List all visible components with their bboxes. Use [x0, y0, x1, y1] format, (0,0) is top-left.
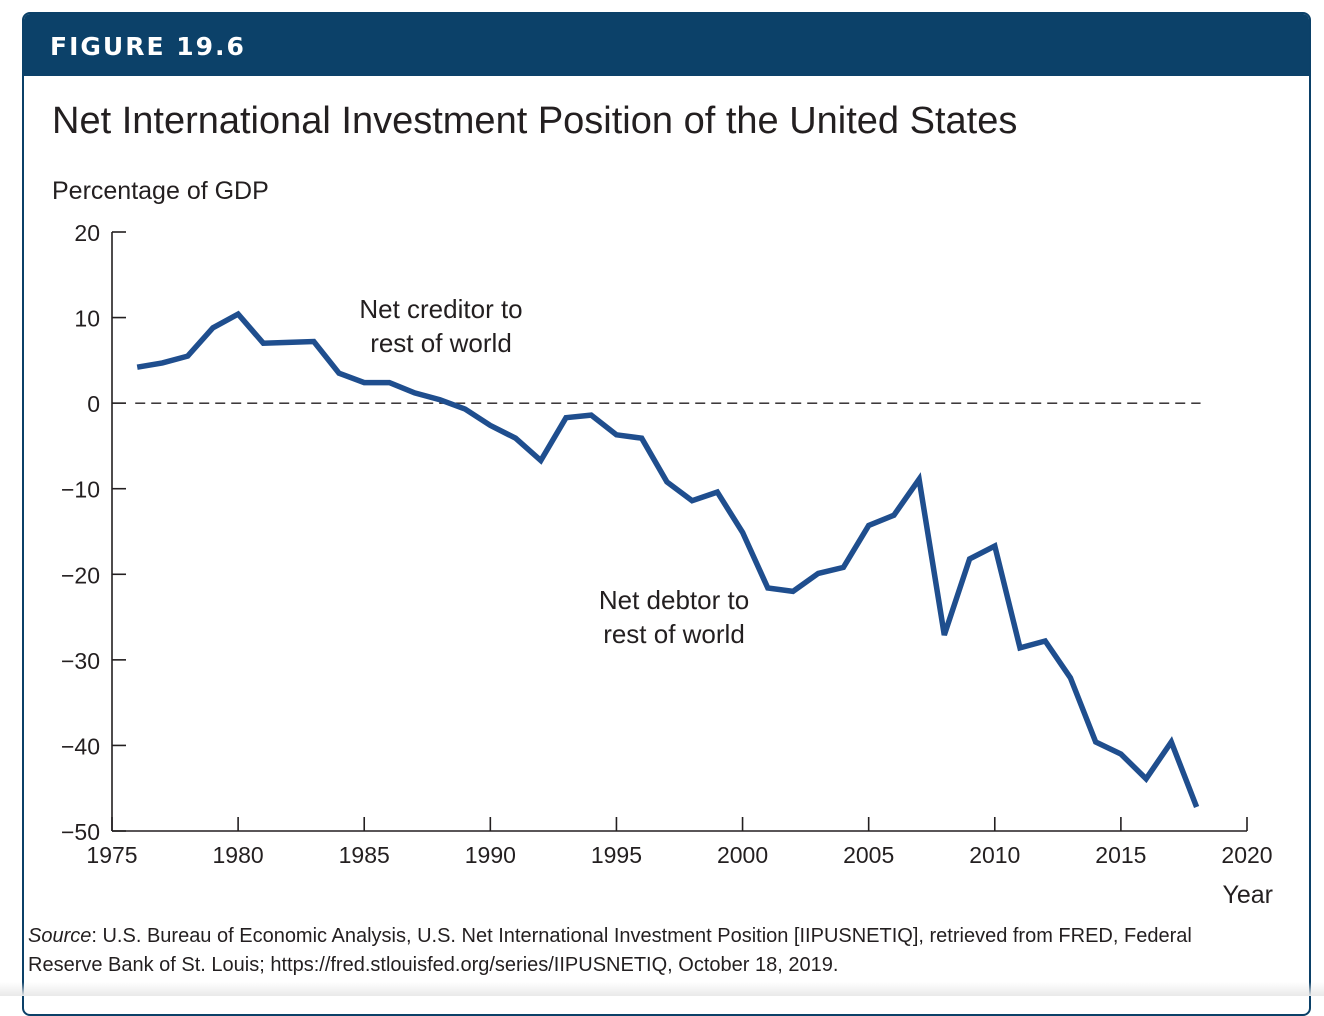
x-tick-label: 1985 [339, 842, 390, 868]
y-tick-label: −20 [61, 562, 100, 588]
source-label: Source [28, 925, 92, 947]
chart-axes [111, 232, 1247, 832]
x-axis-title: Year [1222, 881, 1273, 909]
x-tick-label: 1995 [591, 842, 642, 868]
x-tick-label: 1980 [213, 842, 264, 868]
y-tick-label: 10 [74, 306, 100, 332]
source-text: : U.S. Bureau of Economic Analysis, U.S.… [28, 925, 1192, 976]
figure-banner: FIGURE 19.6 [24, 14, 1309, 76]
x-tick-label: 2010 [969, 842, 1020, 868]
figure-label: FIGURE 19.6 [50, 32, 246, 61]
figure-title: Net International Investment Position of… [52, 100, 1018, 142]
x-tick-label: 2015 [1095, 842, 1146, 868]
y-tick-label: −50 [61, 819, 100, 845]
y-tick-label: −40 [61, 733, 100, 759]
bottom-fade [0, 982, 1324, 996]
y-tick-label: 0 [87, 391, 100, 417]
annotation-net-debtor-line2: rest of world [603, 619, 745, 649]
source-note: Source: U.S. Bureau of Economic Analysis… [28, 922, 1268, 980]
y-tick-label: −30 [61, 648, 100, 674]
x-tick-label: 1975 [86, 842, 137, 868]
x-tick-label: 2020 [1221, 842, 1272, 868]
annotation-net-debtor-line1: Net debtor to [599, 585, 749, 615]
x-tick-label: 2005 [843, 842, 894, 868]
y-tick-label: 20 [74, 220, 100, 246]
x-tick-label: 1990 [465, 842, 516, 868]
y-axis-title: Percentage of GDP [52, 177, 269, 205]
chart-series-layer [135, 310, 1201, 808]
series-line-niip [136, 310, 1200, 808]
y-tick-label: −10 [61, 477, 100, 503]
figure-frame: FIGURE 19.6 Net International Investment… [22, 12, 1311, 1016]
x-tick-label: 2000 [717, 842, 768, 868]
annotation-net-creditor-line2: rest of world [370, 328, 512, 358]
annotation-net-creditor-line1: Net creditor to [359, 294, 522, 324]
